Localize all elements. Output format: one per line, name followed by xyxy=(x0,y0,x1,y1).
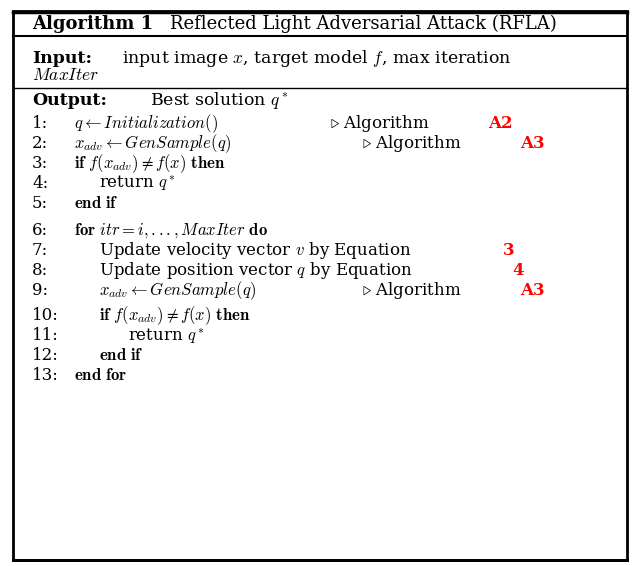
Text: $\mathbf{end\ for}$: $\mathbf{end\ for}$ xyxy=(74,367,127,384)
Text: Update position vector $q$ by Equation: Update position vector $q$ by Equation xyxy=(99,260,413,281)
Text: 5:: 5: xyxy=(32,195,48,212)
Text: $\mathbf{if}\ f(x_{adv}) \neq f(x)\ \mathbf{then}$: $\mathbf{if}\ f(x_{adv}) \neq f(x)\ \mat… xyxy=(74,152,225,175)
Text: 3: 3 xyxy=(503,242,515,259)
Text: $\mathbf{end\ if}$: $\mathbf{end\ if}$ xyxy=(99,347,144,364)
Text: $\triangleright$ Algorithm: $\triangleright$ Algorithm xyxy=(362,280,461,302)
Text: $x_{adv} \leftarrow \mathit{GenSample}(q)$: $x_{adv} \leftarrow \mathit{GenSample}(q… xyxy=(99,280,257,302)
Text: 6:: 6: xyxy=(32,222,48,239)
Text: return $q^*$: return $q^*$ xyxy=(99,174,176,193)
Text: 4:: 4: xyxy=(32,175,48,192)
Text: $\mathit{MaxIter}$: $\mathit{MaxIter}$ xyxy=(32,67,99,84)
Text: $\mathbf{if}\ f(x_{adv}) \neq f(x)\ \mathbf{then}$: $\mathbf{if}\ f(x_{adv}) \neq f(x)\ \mat… xyxy=(99,304,251,327)
Text: input image $x$, target model $f$, max iteration: input image $x$, target model $f$, max i… xyxy=(122,48,511,69)
Text: Update velocity vector $v$ by Equation: Update velocity vector $v$ by Equation xyxy=(99,240,412,261)
FancyBboxPatch shape xyxy=(13,11,627,560)
Text: $\triangleright$ Algorithm: $\triangleright$ Algorithm xyxy=(362,132,461,154)
Text: 4: 4 xyxy=(512,262,524,279)
Text: $\mathbf{for}\ \mathit{itr} = i, ..., \mathit{MaxIter}\ \mathbf{do}$: $\mathbf{for}\ \mathit{itr} = i, ..., \m… xyxy=(74,221,268,240)
Text: 8:: 8: xyxy=(32,262,48,279)
Text: 1:: 1: xyxy=(32,115,48,132)
Text: 10:: 10: xyxy=(32,307,59,324)
Text: $q \leftarrow \mathit{Initialization}()$: $q \leftarrow \mathit{Initialization}()$ xyxy=(74,112,218,135)
Text: Algorithm 1: Algorithm 1 xyxy=(32,15,153,33)
Text: A3: A3 xyxy=(520,135,545,152)
Text: 12:: 12: xyxy=(32,347,59,364)
Text: Output:: Output: xyxy=(32,92,107,109)
Text: 2:: 2: xyxy=(32,135,48,152)
Text: $x_{adv} \leftarrow \mathit{GenSample}(q)$: $x_{adv} \leftarrow \mathit{GenSample}(q… xyxy=(74,132,231,155)
Text: A2: A2 xyxy=(488,115,513,132)
Text: $\triangleright$ Algorithm: $\triangleright$ Algorithm xyxy=(330,113,429,134)
Text: Reflected Light Adversarial Attack (RFLA): Reflected Light Adversarial Attack (RFLA… xyxy=(170,15,556,33)
Text: 7:: 7: xyxy=(32,242,48,259)
Text: A3: A3 xyxy=(520,282,545,299)
Text: Best solution $q^*$: Best solution $q^*$ xyxy=(150,90,289,112)
Text: 9:: 9: xyxy=(32,282,48,299)
Text: 13:: 13: xyxy=(32,367,59,384)
Text: return $q^*$: return $q^*$ xyxy=(128,326,205,345)
Text: 3:: 3: xyxy=(32,155,48,172)
Text: Input:: Input: xyxy=(32,50,92,67)
Text: 11:: 11: xyxy=(32,327,59,344)
Text: $\mathbf{end\ if}$: $\mathbf{end\ if}$ xyxy=(74,195,118,212)
